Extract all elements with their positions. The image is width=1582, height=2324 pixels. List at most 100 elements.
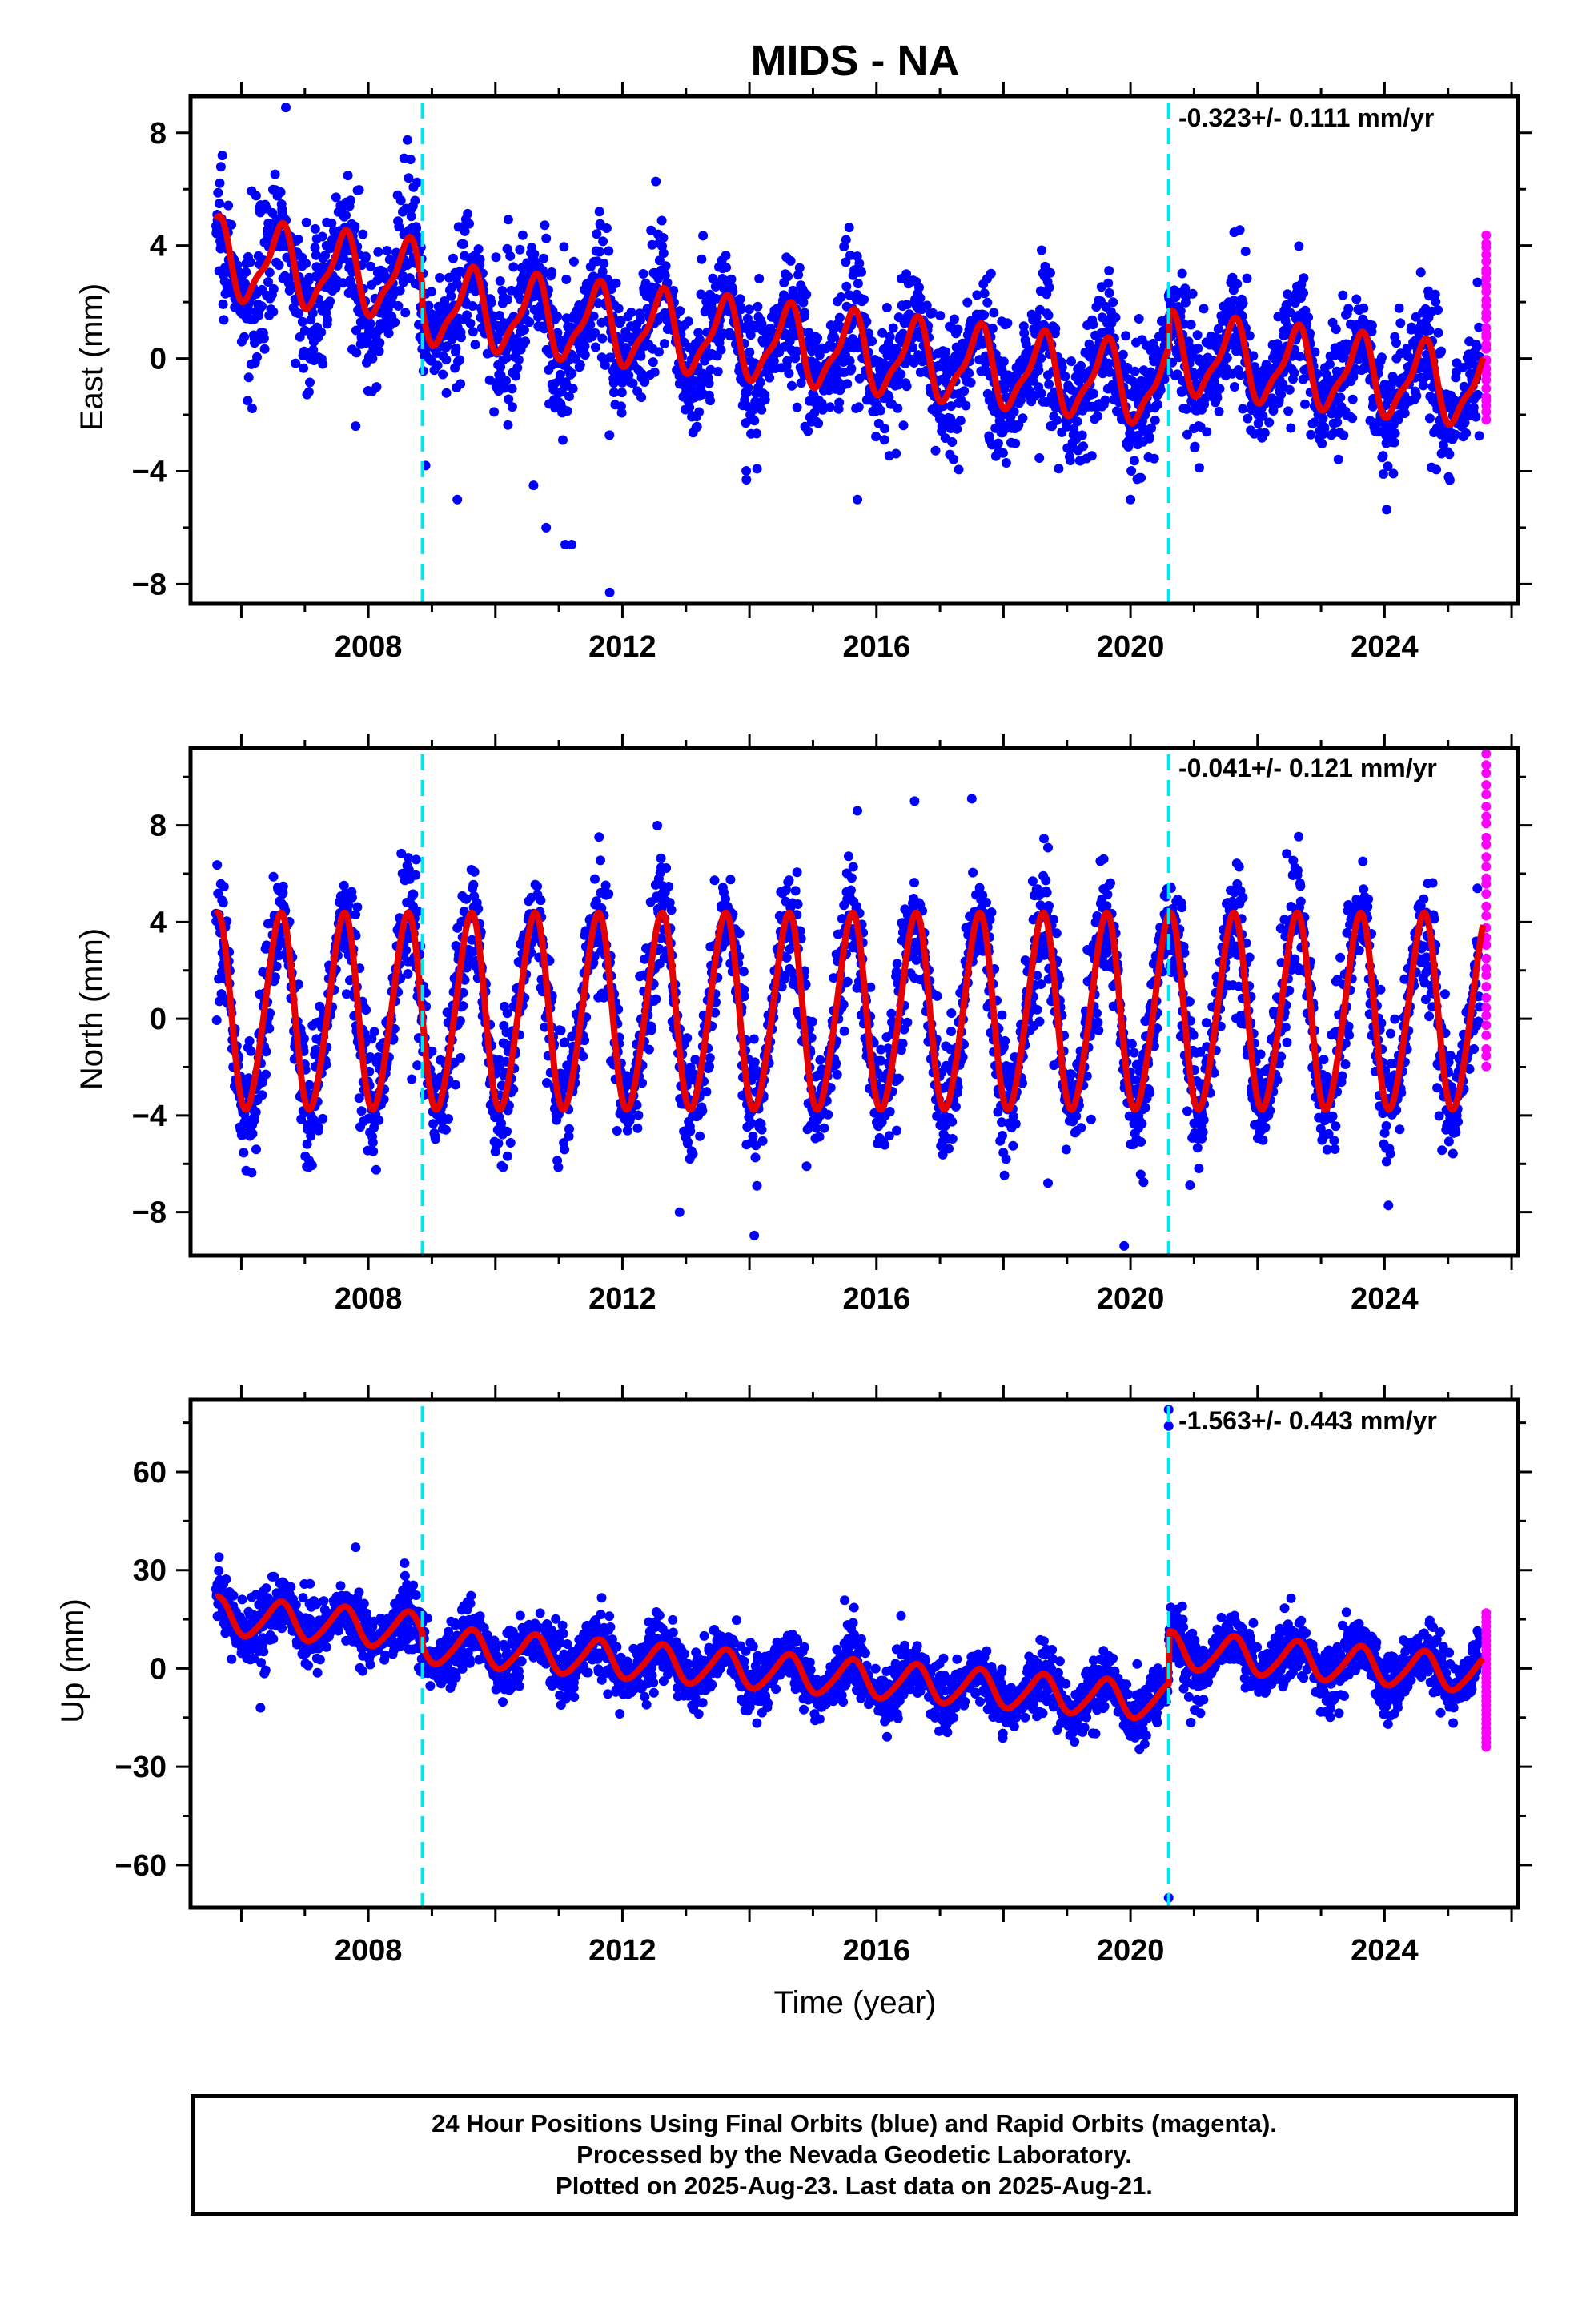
east-final-point [1215,384,1225,394]
east-final-point [1283,406,1294,416]
east-final-point [540,220,550,231]
east-final-point [366,261,375,271]
east-final-point [1126,494,1136,505]
east-final-point [1108,297,1118,308]
east-final-point [947,437,958,447]
north-final-point [318,1113,328,1124]
east-final-point [1386,381,1396,392]
east-final-point [1212,392,1223,403]
east-final-point [217,151,227,161]
east-final-point [568,256,579,267]
east-final-point [955,416,966,426]
east-final-point [1378,451,1388,461]
north-final-point [567,1031,577,1042]
north-final-point [271,961,282,971]
east-final-point [844,223,854,233]
east-final-point [1430,289,1440,300]
north-final-point [314,1125,323,1136]
north-final-point [612,1126,622,1136]
east-final-point [400,308,411,318]
north-final-point [213,888,223,899]
east-rapid-point [1481,295,1492,305]
east-final-point [867,336,877,346]
east-final-point [468,327,478,337]
east-final-point [458,239,468,249]
east-final-point [1010,438,1021,448]
east-final-point [949,454,958,464]
east-final-point [705,364,716,375]
east-final-point [1436,346,1447,356]
north-final-point [749,1057,760,1068]
east-final-point [547,267,557,277]
east-final-point [885,332,895,342]
north-final-point [356,1106,367,1116]
east-final-point [1036,388,1046,399]
east-final-point [318,359,328,369]
east-final-point [239,332,250,342]
east-final-point [656,215,667,226]
east-final-point [1433,305,1443,315]
east-final-point [659,339,669,349]
east-final-point [310,243,320,253]
east-final-point [1395,318,1406,328]
east-final-point [529,249,540,259]
east-final-point [1186,320,1196,330]
east-rapid-point [1481,308,1492,318]
north-final-point [502,1126,512,1136]
east-final-point [636,315,645,325]
east-final-point [308,344,319,355]
east-final-point [745,347,755,357]
east-final-point [692,421,702,432]
north-final-point [258,1077,268,1088]
north-final-point [274,951,284,961]
east-final-point [1122,363,1133,372]
east-final-point [769,356,779,366]
east-final-point [1150,415,1160,425]
north-final-point [251,1144,261,1155]
east-final-point [1331,324,1341,335]
east-final-point [1035,304,1045,315]
east-final-point [223,200,234,211]
east-final-point [464,219,474,229]
east-final-point [1472,342,1482,352]
east-final-point [752,464,762,474]
east-final-point [1242,273,1252,283]
east-final-point [1182,429,1192,440]
east-final-point [1044,379,1054,389]
east-final-point [891,448,901,459]
east-final-point [293,235,303,244]
east-final-point [1319,423,1330,433]
east-final-point [853,494,862,505]
east-final-point [562,406,572,416]
east-final-point [1318,413,1328,424]
east-final-point [921,300,932,311]
east-final-point [705,396,715,406]
east-final-point [745,330,756,340]
east-final-point [213,187,223,198]
north-final-point [542,1078,552,1088]
north-final-point [701,1087,712,1097]
east-final-point [507,384,517,394]
north-final-point [752,1180,762,1191]
east-final-point [800,308,809,318]
east-final-point [432,360,443,371]
east-final-point [580,341,590,352]
north-y-axis-label: North (mm) [74,928,110,1090]
east-final-point [1232,279,1243,289]
east-final-point [275,187,286,197]
east-final-point [880,424,889,434]
north-final-point [306,1131,316,1141]
east-final-point [721,263,731,273]
north-final-point [685,1126,696,1136]
east-final-point [1100,395,1110,405]
north-final-point [218,898,228,908]
east-final-point [952,424,962,434]
north-final-point [590,874,600,884]
east-final-point [585,320,596,330]
east-final-point [959,386,970,396]
east-final-point [1043,310,1054,320]
east-final-point [964,368,974,378]
east-final-point [1089,388,1099,399]
east-final-point [716,344,726,355]
east-final-point [898,420,909,431]
